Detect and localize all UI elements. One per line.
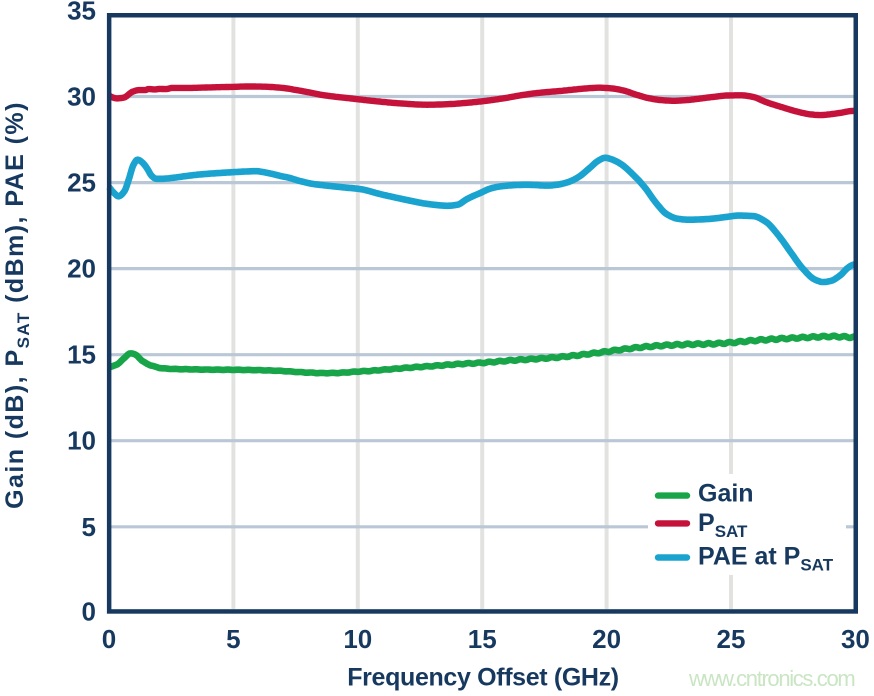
svg-text:Gain (dB), PSAT (dBm), PAE (%): Gain (dB), PSAT (dBm), PAE (%) bbox=[1, 101, 33, 509]
svg-text:0: 0 bbox=[102, 624, 116, 654]
svg-text:20: 20 bbox=[67, 254, 96, 284]
svg-text:20: 20 bbox=[592, 624, 621, 654]
svg-text:30: 30 bbox=[841, 624, 870, 654]
svg-text:35: 35 bbox=[67, 0, 96, 26]
svg-text:5: 5 bbox=[226, 624, 240, 654]
svg-text:30: 30 bbox=[67, 82, 96, 112]
svg-text:www.cntronics.com: www.cntronics.com bbox=[688, 666, 854, 691]
svg-text:0: 0 bbox=[82, 596, 96, 626]
svg-text:Gain: Gain bbox=[698, 480, 754, 508]
svg-text:PAE at PSAT: PAE at PSAT bbox=[698, 542, 834, 574]
svg-text:25: 25 bbox=[67, 168, 96, 198]
svg-text:15: 15 bbox=[468, 624, 497, 654]
svg-text:5: 5 bbox=[82, 512, 96, 542]
svg-text:10: 10 bbox=[67, 426, 96, 456]
svg-text:25: 25 bbox=[717, 624, 746, 654]
svg-text:15: 15 bbox=[67, 340, 96, 370]
svg-text:10: 10 bbox=[343, 624, 372, 654]
svg-text:Frequency Offset (GHz): Frequency Offset (GHz) bbox=[347, 664, 619, 692]
